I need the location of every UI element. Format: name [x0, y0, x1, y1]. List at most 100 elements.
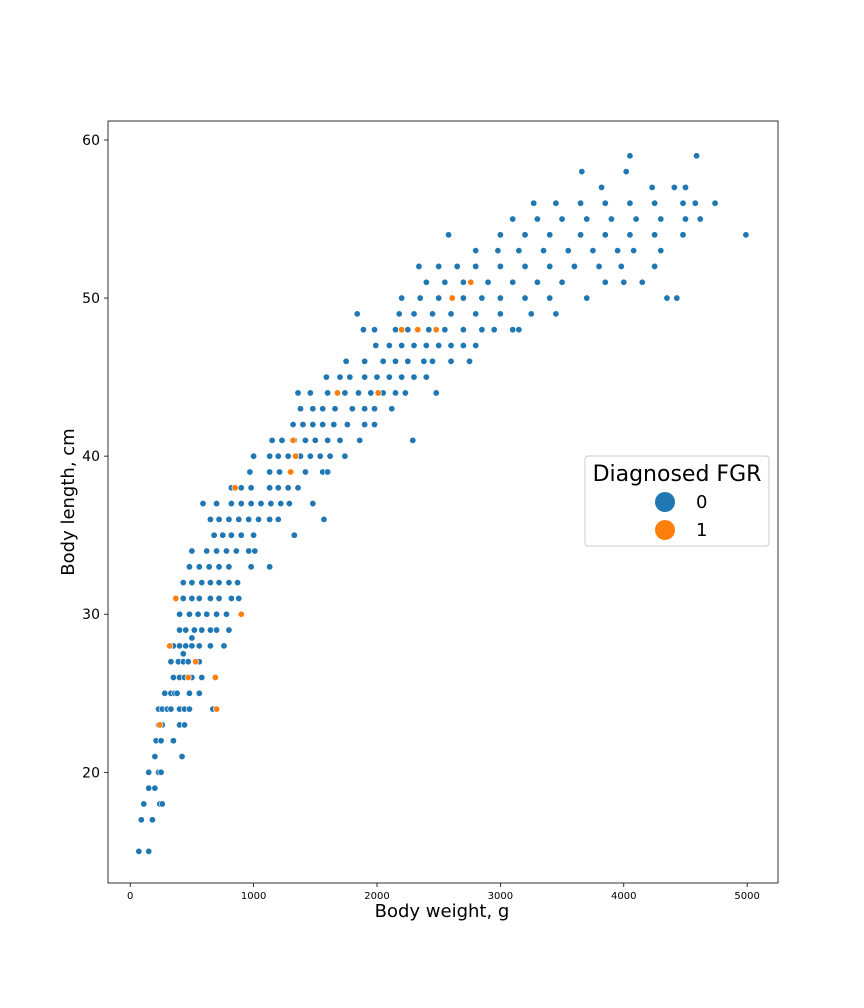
data-point-fgr-1 [414, 326, 422, 334]
data-point-fgr-0 [234, 579, 242, 587]
data-point-fgr-0 [198, 673, 206, 681]
data-point-fgr-0 [435, 341, 443, 349]
data-point-fgr-1 [213, 705, 221, 713]
legend-title: Diagnosed FGR [593, 462, 762, 487]
data-point-fgr-0 [285, 500, 293, 508]
data-point-fgr-0 [222, 547, 230, 555]
data-point-fgr-0 [371, 405, 379, 413]
data-point-fgr-0 [331, 405, 339, 413]
data-point-fgr-0 [496, 231, 504, 239]
data-point-fgr-0 [691, 199, 699, 207]
data-point-fgr-0 [158, 800, 166, 808]
data-point-fgr-0 [246, 468, 254, 476]
data-point-fgr-0 [367, 389, 375, 397]
data-point-fgr-0 [546, 294, 554, 302]
data-point-fgr-1 [192, 658, 200, 666]
data-point-fgr-0 [570, 262, 578, 270]
data-point-fgr-0 [410, 373, 418, 381]
data-point-fgr-0 [245, 515, 253, 523]
data-point-fgr-1 [467, 278, 475, 286]
plot-area-frame [107, 120, 779, 884]
data-point-fgr-0 [290, 531, 298, 539]
data-point-fgr-0 [373, 373, 381, 381]
data-point-fgr-0 [237, 500, 245, 508]
data-point-fgr-0 [614, 247, 622, 255]
data-point-fgr-0 [435, 262, 443, 270]
x-tick-label: 4000 [611, 891, 636, 902]
data-point-fgr-0 [441, 326, 449, 334]
data-point-fgr-0 [410, 341, 418, 349]
data-point-fgr-0 [151, 753, 159, 761]
data-point-fgr-0 [167, 658, 175, 666]
data-point-fgr-0 [410, 310, 418, 318]
data-point-fgr-0 [527, 310, 535, 318]
data-point-fgr-1 [292, 452, 300, 460]
legend-marker-1 [655, 520, 675, 540]
data-point-fgr-0 [681, 215, 689, 223]
data-point-fgr-0 [266, 515, 274, 523]
data-point-fgr-0 [178, 753, 186, 761]
data-point-fgr-0 [601, 278, 609, 286]
data-point-fgr-0 [176, 610, 184, 618]
data-point-fgr-1 [237, 610, 245, 618]
data-point-fgr-0 [558, 278, 566, 286]
data-point-fgr-0 [453, 262, 461, 270]
data-point-fgr-0 [213, 610, 221, 618]
data-point-fgr-0 [415, 262, 423, 270]
data-point-fgr-0 [247, 500, 255, 508]
data-point-fgr-0 [494, 247, 502, 255]
data-point-fgr-0 [195, 594, 203, 602]
data-point-fgr-0 [268, 436, 276, 444]
data-point-fgr-0 [630, 247, 638, 255]
data-point-fgr-0 [447, 357, 455, 365]
data-point-fgr-0 [521, 231, 529, 239]
data-point-fgr-0 [215, 579, 223, 587]
data-point-fgr-0 [215, 563, 223, 571]
data-point-fgr-0 [509, 215, 517, 223]
data-point-fgr-0 [626, 152, 634, 160]
data-points [135, 152, 750, 855]
data-point-fgr-0 [343, 421, 351, 429]
data-point-fgr-0 [188, 634, 196, 642]
data-point-fgr-0 [673, 294, 681, 302]
data-point-fgr-0 [425, 326, 433, 334]
data-point-fgr-0 [558, 215, 566, 223]
data-point-fgr-0 [266, 452, 274, 460]
data-point-fgr-0 [161, 689, 169, 697]
data-point-fgr-0 [232, 547, 240, 555]
data-point-fgr-0 [693, 152, 701, 160]
data-point-fgr-0 [371, 421, 379, 429]
data-point-fgr-0 [552, 310, 560, 318]
data-point-fgr-0 [195, 689, 203, 697]
data-point-fgr-0 [206, 626, 214, 634]
legend-frame [584, 455, 770, 547]
data-point-fgr-0 [681, 183, 689, 191]
data-point-fgr-0 [361, 357, 369, 365]
data-point-fgr-1 [398, 326, 406, 334]
data-point-fgr-1 [156, 721, 164, 729]
data-point-fgr-0 [521, 294, 529, 302]
data-point-fgr-0 [490, 326, 498, 334]
legend-label-0: 0 [696, 492, 707, 513]
data-point-fgr-0 [478, 294, 486, 302]
legend-marker-0 [655, 492, 675, 512]
data-point-fgr-0 [626, 231, 634, 239]
data-point-fgr-0 [398, 294, 406, 302]
data-point-fgr-0 [151, 784, 159, 792]
data-point-fgr-0 [185, 689, 193, 697]
data-point-fgr-0 [181, 721, 189, 729]
data-point-fgr-1 [448, 294, 456, 302]
data-point-fgr-0 [441, 278, 449, 286]
x-axis-ticks: 0 1000 2000 3000 4000 5000 [127, 883, 760, 902]
data-point-fgr-0 [237, 531, 245, 539]
data-point-fgr-0 [353, 310, 361, 318]
data-point-fgr-0 [148, 816, 156, 824]
data-point-fgr-0 [459, 294, 467, 302]
data-point-fgr-0 [696, 215, 704, 223]
data-point-fgr-0 [422, 278, 430, 286]
data-point-fgr-0 [206, 594, 214, 602]
data-point-fgr-0 [225, 563, 233, 571]
data-point-fgr-0 [459, 326, 467, 334]
data-point-fgr-0 [225, 579, 233, 587]
data-point-fgr-0 [348, 405, 356, 413]
